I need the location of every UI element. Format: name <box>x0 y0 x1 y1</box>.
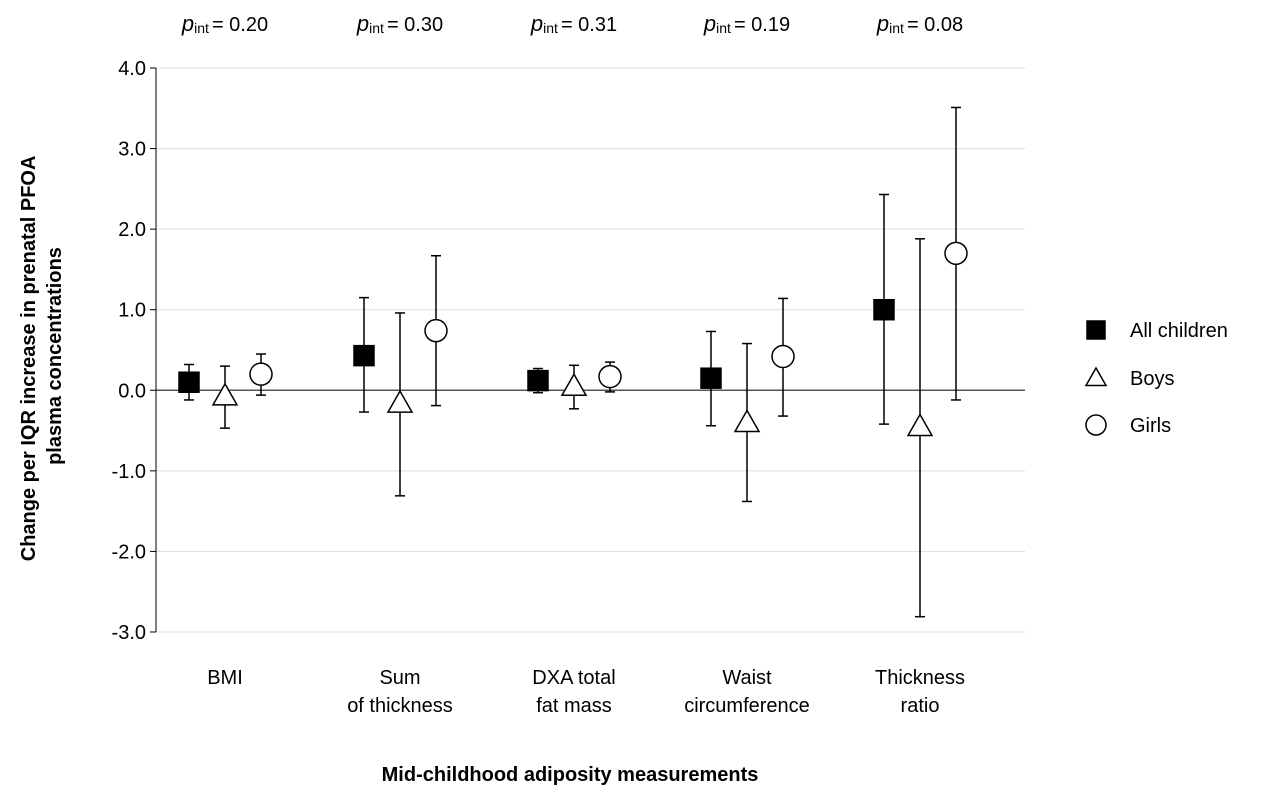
x-category-label: DXA total fat mass <box>532 667 615 717</box>
all-children-marker <box>527 369 549 392</box>
x-category-label-line: Waist <box>722 667 772 689</box>
x-category-label-line: DXA total <box>532 667 615 689</box>
boys-marker <box>560 372 588 397</box>
y-tick-label: 2.0 <box>118 219 146 241</box>
y-tick-label: -2.0 <box>112 541 146 563</box>
p-value: = 0.30 <box>387 14 443 36</box>
y-axis-title: Change per IQR increase in prenatal PFOA… <box>18 151 66 561</box>
p-symbol: p <box>530 11 543 36</box>
all-children-marker <box>873 298 895 321</box>
p-interaction-label: pint = 0.19 <box>703 11 790 36</box>
legend-marker <box>1084 366 1108 387</box>
p-subscript: int <box>889 20 904 36</box>
p-subscript: int <box>543 20 558 36</box>
x-axis-title: Mid-childhood adiposity measurements <box>382 764 759 786</box>
x-category-label: BMI <box>207 667 243 689</box>
x-category-label-line: Thickness <box>875 667 965 689</box>
error-bars <box>184 106 961 618</box>
point-markers <box>178 241 968 437</box>
x-category-label-line: BMI <box>207 667 243 689</box>
y-tick-label: 0.0 <box>118 380 146 402</box>
x-category-label: Waist circumference <box>684 667 810 717</box>
y-axis-title-line-2: plasma concentrations <box>44 247 66 465</box>
girls-marker <box>944 241 968 266</box>
legend-label: Boys <box>1130 368 1174 390</box>
girls-marker <box>771 344 795 369</box>
all-children-marker <box>353 344 375 367</box>
p-interaction-label: pint = 0.30 <box>356 11 443 36</box>
y-axis: 4.0 3.0 2.0 1.0 0.0 -1.0 -2.0 -3.0 <box>112 58 157 644</box>
boys-marker <box>733 409 761 433</box>
y-tick-label: -3.0 <box>112 622 146 644</box>
boys-marker <box>386 389 414 413</box>
y-tick-label: 1.0 <box>118 300 146 322</box>
girls-marker <box>249 362 273 386</box>
p-value: = 0.31 <box>561 14 617 36</box>
legend-marker <box>1085 414 1107 436</box>
boys-marker <box>211 382 239 406</box>
p-interaction-label: pint = 0.08 <box>876 11 963 36</box>
x-category-label-line: ratio <box>901 695 940 717</box>
x-category-labels: BMI Sum of thickness DXA total fat mass Waist… <box>207 667 965 717</box>
x-category-label: Sum of thickness <box>347 667 453 717</box>
girls-marker <box>598 364 622 389</box>
x-category-label-line: fat mass <box>536 695 612 717</box>
p-subscript: int <box>369 20 384 36</box>
all-children-marker <box>178 371 200 393</box>
p-interaction-label: pint = 0.20 <box>181 11 268 36</box>
y-axis-title-line-1: Change per IQR increase in prenatal PFOA <box>18 156 40 561</box>
x-category-label-line: circumference <box>684 695 810 717</box>
boys-marker <box>906 413 934 437</box>
p-subscript: int <box>194 20 209 36</box>
p-symbol: p <box>876 11 889 36</box>
girls-marker <box>424 318 448 343</box>
interaction-p-values: pint = 0.20 pint = 0.30 pint = 0.31 pint = 0.19… <box>181 11 963 36</box>
p-interaction-label: pint = 0.31 <box>530 11 617 36</box>
all-children-marker <box>700 367 722 389</box>
p-symbol: p <box>356 11 369 36</box>
p-symbol: p <box>703 11 716 36</box>
p-value: = 0.19 <box>734 14 790 36</box>
p-symbol: p <box>181 11 194 36</box>
y-tick-label: -1.0 <box>112 461 146 483</box>
y-tick-label: 4.0 <box>118 58 146 80</box>
legend-label: Girls <box>1130 415 1171 437</box>
x-category-label: Thickness ratio <box>875 667 965 717</box>
p-subscript: int <box>716 20 731 36</box>
p-value: = 0.20 <box>212 14 268 36</box>
x-category-label-line: Sum <box>379 667 420 689</box>
legend-marker <box>1086 320 1106 340</box>
legend-label: All children <box>1130 320 1228 342</box>
legend: All children Boys Girls <box>1084 320 1228 437</box>
p-value: = 0.08 <box>907 14 963 36</box>
y-tick-label: 3.0 <box>118 139 146 161</box>
gridlines <box>156 67 1025 633</box>
x-category-label-line: of thickness <box>347 695 453 717</box>
